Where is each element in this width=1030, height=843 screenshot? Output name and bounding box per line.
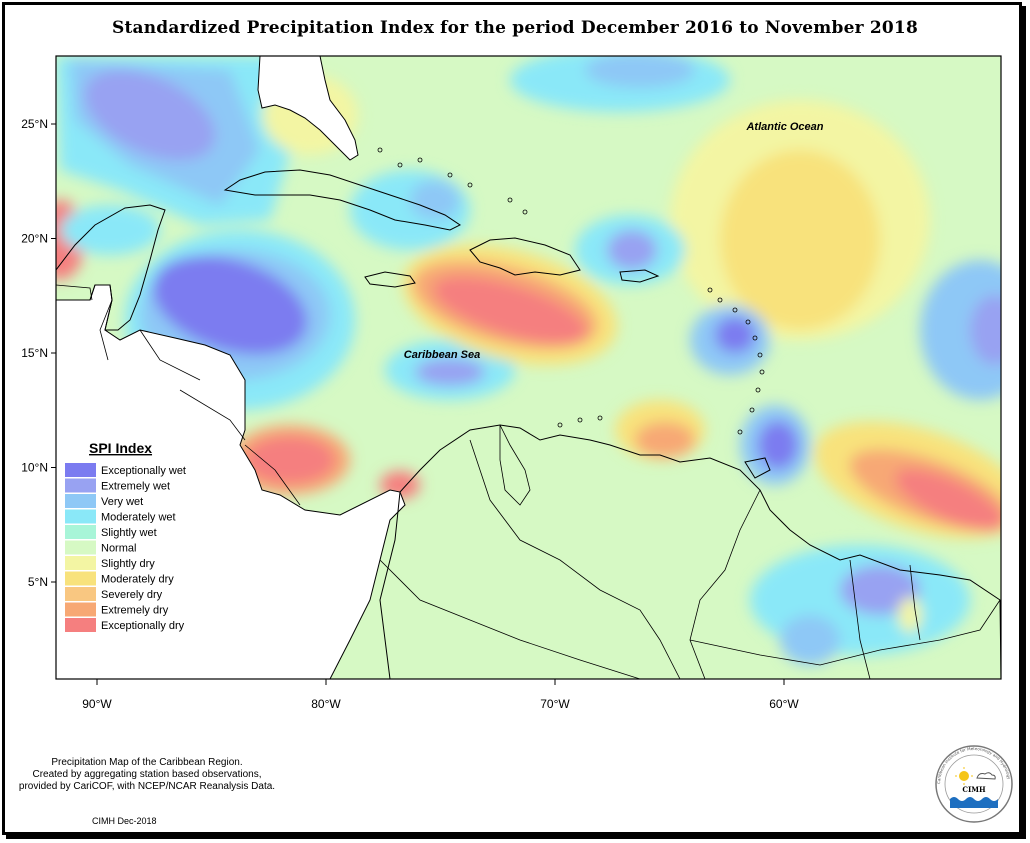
maracaibo-coast [499,424,531,506]
sun-icon [959,771,969,781]
cuba-land [223,169,461,231]
legend-label: Slightly dry [101,558,155,570]
trinidad-land [744,457,771,479]
brazil-north-border [689,599,1001,666]
lesser-antilles [377,147,765,435]
cloud-icon [976,772,996,780]
east-dry-tongue-exceptional [894,468,1001,532]
label-caribbean-sea: Caribbean Sea [404,349,480,361]
yucatan-wet [60,205,160,255]
puerto-rico-very-wet [607,230,657,270]
puerto-rico-land [619,269,660,283]
mexico-border [56,284,93,301]
legend-swatch [65,587,96,601]
nicaragua-border [179,389,246,441]
cuba-very-wet [410,180,460,220]
legend-swatch [65,478,96,493]
east-atlantic-extreme [970,295,1001,365]
yucatan-land [56,204,166,331]
south-america-land [379,424,1001,679]
legend-label: Slightly wet [101,527,157,539]
lat-tick-label: 25°N [21,117,48,131]
legend-swatch [65,525,96,539]
jamaica-land [364,271,416,288]
credit-line-3: provided by CariCOF, with NCEP/NCAR Rean… [18,781,276,792]
logo-text: CIMH [962,785,986,794]
legend-swatch [65,618,96,632]
legend-swatch [65,509,96,524]
central-caribbean-very-wet [415,358,485,386]
cimh-logo: CIMH Caribbean Institute for Meteorology… [935,745,1013,823]
hispaniola-land [469,237,581,276]
latitude-axis: 25°N 20°N 15°N 10°N 5°N [21,117,56,589]
lat-tick-label: 10°N [21,461,48,475]
colombia-south-border [379,559,641,679]
legend-label: Extremely dry [101,605,169,617]
legend-swatch [65,571,96,586]
credit-note: Precipitation Map of the Caribbean Regio… [6,757,288,793]
west-caribbean-extreme [152,255,308,355]
legend-label: Severely dry [101,589,163,601]
lat-tick-label: 15°N [21,346,48,360]
credit-line-1: Precipitation Map of the Caribbean Regio… [51,757,243,768]
landmasses [56,56,1001,679]
legend-label: Moderately dry [101,574,174,586]
longitude-axis: 90°W 80°W 70°W 60°W [82,679,799,711]
florida-land [257,56,359,161]
spi-legend: SPI Index Exceptionally wet Extremely wet… [65,440,186,632]
antilles-extreme [715,317,755,353]
venezuela-coast-severe [635,422,695,458]
panama-exceptionally-dry [245,436,335,484]
amazon-wet [780,615,840,665]
lat-tick-label: 5°N [28,575,48,589]
legend-label: Exceptionally dry [101,620,185,632]
map-border [55,55,1002,680]
legend-label: Very wet [101,496,143,508]
gulf-extremely-wet [84,69,216,161]
lat-tick-label: 20°N [21,232,48,246]
legend-label: Normal [101,543,136,555]
honduras-border [139,329,201,381]
map-title: Standardized Precipitation Index for the… [112,18,918,38]
boundaries [56,284,1001,679]
colombia-venezuela-border [469,439,681,679]
lon-tick-label: 70°W [540,697,570,711]
credit-line-2: Created by aggregating station based obs… [32,769,262,780]
legend-title: SPI Index [89,440,152,456]
suriname-dry [898,597,922,633]
trinidad-extreme [758,421,798,469]
legend-label: Extremely wet [101,481,170,493]
label-atlantic-ocean: Atlantic Ocean [745,121,823,133]
waves-icon [950,797,998,808]
hispaniola-exceptionally-dry [433,276,587,344]
legend-swatch [65,602,96,617]
legend-label: Exceptionally wet [101,465,186,477]
spi-field [56,56,1001,679]
legend-swatch [65,540,96,555]
guyana-suriname-border [849,559,871,679]
lon-tick-label: 90°W [82,697,112,711]
legend-label: Moderately wet [101,512,176,524]
guatemala-border [99,299,113,361]
legend-swatch [65,556,96,570]
suriname-french-guiana-border [909,564,921,641]
legend-swatch [65,463,96,477]
lon-tick-label: 80°W [311,697,341,711]
legend-swatch [65,494,96,508]
north-atlantic-very-wet [585,56,695,88]
costa-rica-border [244,444,301,506]
guianas-very-wet [840,565,920,615]
venezuela-guyana-border [689,489,761,679]
date-stamp: CIMH Dec-2018 [92,816,157,826]
lon-tick-label: 60°W [769,697,799,711]
east-atlantic-wet [920,260,1001,400]
atlantic-moderately-dry [720,150,880,330]
